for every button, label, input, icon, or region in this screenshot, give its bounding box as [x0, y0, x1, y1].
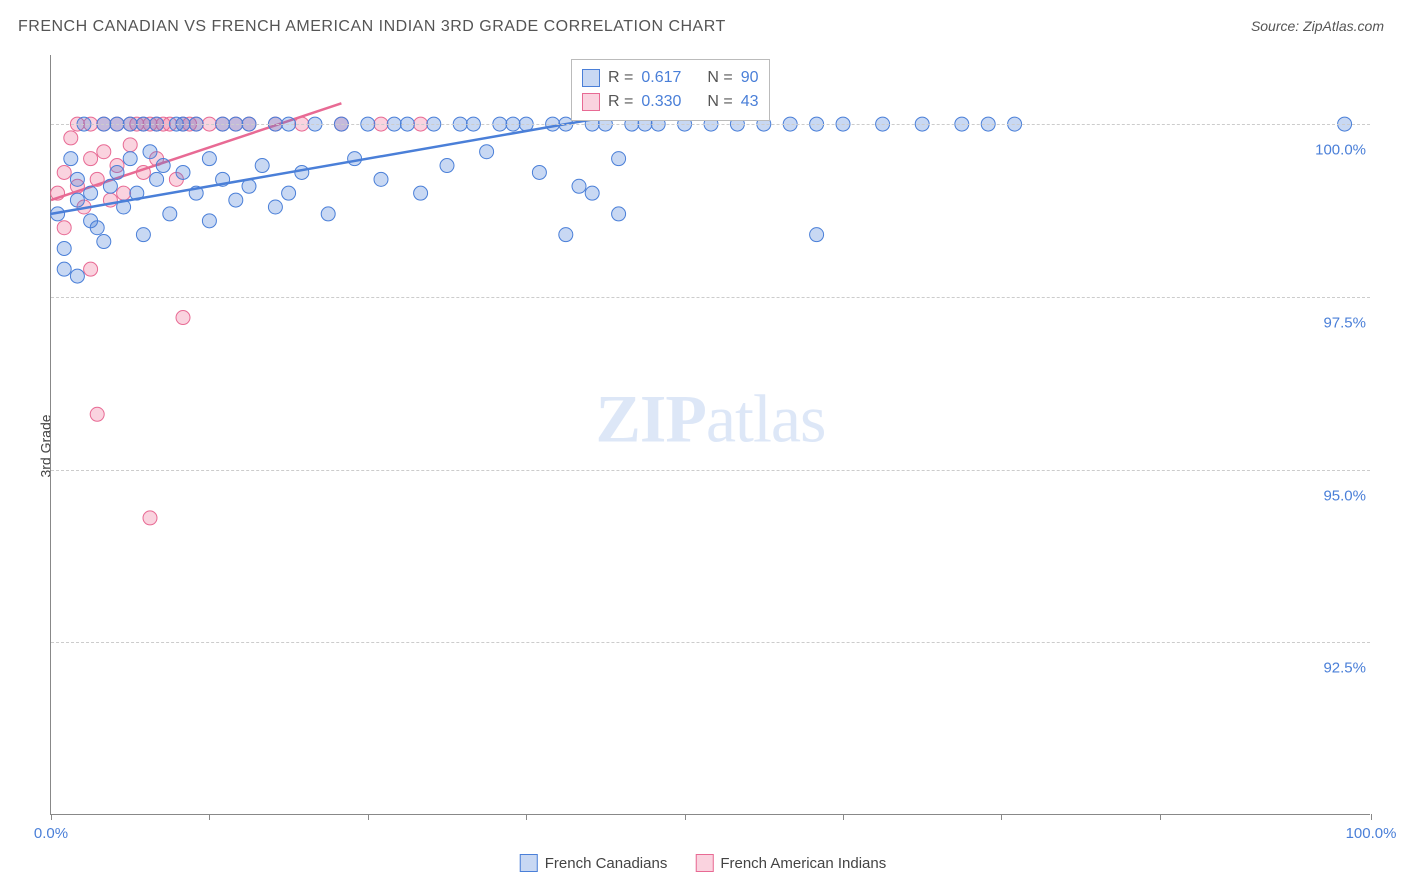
- data-point: [150, 172, 164, 186]
- data-point: [97, 145, 111, 159]
- legend-label-blue: French Canadians: [545, 855, 668, 872]
- data-point: [117, 186, 131, 200]
- data-point: [57, 262, 71, 276]
- data-point: [268, 200, 282, 214]
- y-tick-label: 95.0%: [1323, 487, 1372, 504]
- r-value: 0.330: [641, 90, 681, 114]
- data-point: [84, 262, 98, 276]
- stats-swatch: [582, 93, 600, 111]
- stats-row: R = 0.330 N = 43: [582, 90, 759, 114]
- x-tick: [209, 814, 210, 820]
- x-tick: [1160, 814, 1161, 820]
- x-tick: [1371, 814, 1372, 820]
- n-label: N =: [707, 90, 732, 114]
- data-point: [572, 179, 586, 193]
- data-point: [97, 235, 111, 249]
- grid-line: [51, 124, 1370, 125]
- data-point: [136, 228, 150, 242]
- grid-line: [51, 642, 1370, 643]
- x-tick: [51, 814, 52, 820]
- data-point: [532, 165, 546, 179]
- y-tick-label: 92.5%: [1323, 660, 1372, 677]
- x-tick-label: 0.0%: [34, 825, 68, 842]
- legend-swatch-blue: [520, 854, 538, 872]
- data-point: [321, 207, 335, 221]
- data-point: [110, 165, 124, 179]
- data-point: [414, 186, 428, 200]
- data-point: [348, 152, 362, 166]
- scatter-svg: [51, 55, 1370, 814]
- data-point: [229, 193, 243, 207]
- legend-swatch-pink: [695, 854, 713, 872]
- data-point: [57, 221, 71, 235]
- data-point: [282, 186, 296, 200]
- data-point: [84, 152, 98, 166]
- data-point: [374, 172, 388, 186]
- r-value: 0.617: [641, 66, 681, 90]
- correlation-stats-box: R = 0.617 N = 90 R = 0.330 N = 43: [571, 59, 770, 121]
- r-label: R =: [608, 90, 633, 114]
- data-point: [90, 221, 104, 235]
- n-value: 43: [741, 90, 759, 114]
- data-point: [163, 207, 177, 221]
- data-point: [810, 228, 824, 242]
- data-point: [57, 241, 71, 255]
- data-point: [70, 172, 84, 186]
- legend-item-blue: French Canadians: [520, 854, 668, 872]
- source-credit: Source: ZipAtlas.com: [1251, 18, 1384, 34]
- data-point: [103, 179, 117, 193]
- data-point: [612, 152, 626, 166]
- x-tick: [1001, 814, 1002, 820]
- data-point: [123, 152, 137, 166]
- data-point: [255, 159, 269, 173]
- series-legend: French Canadians French American Indians: [520, 854, 887, 872]
- x-tick: [843, 814, 844, 820]
- n-label: N =: [707, 66, 732, 90]
- legend-item-pink: French American Indians: [695, 854, 886, 872]
- data-point: [64, 152, 78, 166]
- data-point: [176, 165, 190, 179]
- data-point: [176, 311, 190, 325]
- legend-label-pink: French American Indians: [720, 855, 886, 872]
- y-tick-label: 100.0%: [1315, 142, 1372, 159]
- grid-line: [51, 470, 1370, 471]
- data-point: [585, 186, 599, 200]
- n-value: 90: [741, 66, 759, 90]
- stats-row: R = 0.617 N = 90: [582, 66, 759, 90]
- plot-area: ZIPatlas R =0.617N =90R =0.330N =43 92.5…: [50, 55, 1370, 815]
- chart-title: FRENCH CANADIAN VS FRENCH AMERICAN INDIA…: [18, 18, 726, 36]
- data-point: [480, 145, 494, 159]
- x-tick: [526, 814, 527, 820]
- data-point: [295, 165, 309, 179]
- data-point: [202, 152, 216, 166]
- data-point: [612, 207, 626, 221]
- x-tick-label: 100.0%: [1346, 825, 1397, 842]
- data-point: [70, 269, 84, 283]
- r-label: R =: [608, 66, 633, 90]
- data-point: [143, 511, 157, 525]
- data-point: [559, 228, 573, 242]
- x-tick: [685, 814, 686, 820]
- data-point: [70, 193, 84, 207]
- y-tick-label: 97.5%: [1323, 314, 1372, 331]
- data-point: [143, 145, 157, 159]
- data-point: [156, 159, 170, 173]
- data-point: [123, 138, 137, 152]
- data-point: [64, 131, 78, 145]
- data-point: [57, 165, 71, 179]
- x-tick: [368, 814, 369, 820]
- grid-line: [51, 297, 1370, 298]
- data-point: [440, 159, 454, 173]
- stats-swatch: [582, 69, 600, 87]
- data-point: [202, 214, 216, 228]
- data-point: [84, 186, 98, 200]
- data-point: [90, 407, 104, 421]
